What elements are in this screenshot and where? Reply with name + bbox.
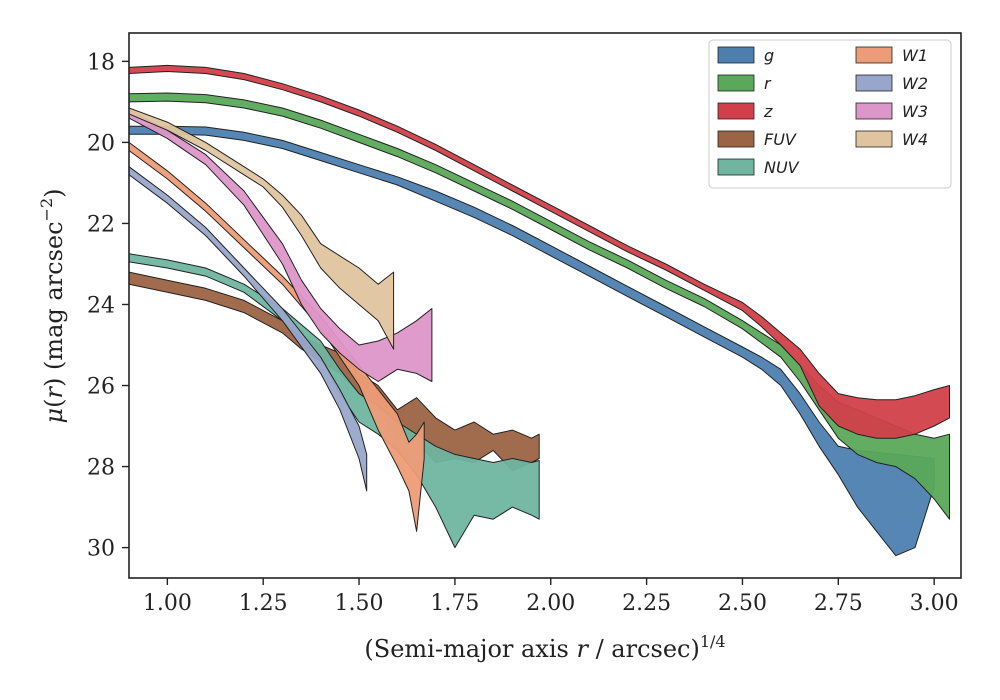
legend-label-r: r bbox=[764, 74, 772, 93]
legend-label-w1: W1 bbox=[902, 46, 928, 65]
x-tick-label: 1.25 bbox=[239, 591, 288, 616]
band-r bbox=[129, 92, 950, 520]
legend-swatch-w3 bbox=[855, 102, 893, 120]
bands-group bbox=[129, 64, 950, 557]
legend: grz FUV NUV W1 W2 W3 W4 bbox=[708, 39, 952, 189]
x-tick-label: 1.00 bbox=[143, 591, 192, 616]
x-tick-label: 2.25 bbox=[622, 591, 671, 616]
y-tick-label: 26 bbox=[87, 375, 115, 400]
legend-swatch-w2 bbox=[855, 74, 893, 92]
y-tick-label: 28 bbox=[87, 456, 115, 481]
x-axis-label: (Semi-major axis r / arcsec)1/4 bbox=[364, 632, 725, 663]
y-tick-label: 20 bbox=[87, 131, 115, 156]
legend-label-w3: W3 bbox=[902, 102, 928, 121]
legend-swatch-g bbox=[717, 46, 755, 64]
x-tick-label: 3.00 bbox=[910, 591, 959, 616]
x-tick-label: 2.00 bbox=[526, 591, 575, 616]
y-tick-label: 30 bbox=[87, 537, 115, 562]
x-axis-ticks: 1.00 1.25 1.50 1.75 2.00 2.25 2.50 2.75 3.00 bbox=[143, 578, 959, 616]
legend-label-z: z bbox=[763, 102, 773, 121]
legend-label-w4: W4 bbox=[902, 130, 928, 149]
band-w2 bbox=[129, 166, 368, 492]
legend-label-nuv: NUV bbox=[764, 158, 800, 177]
x-tick-label: 1.75 bbox=[430, 591, 479, 616]
legend-label-w2: W2 bbox=[902, 74, 928, 93]
band-w3 bbox=[129, 109, 433, 382]
y-tick-label: 24 bbox=[87, 293, 115, 318]
legend-swatch-w4 bbox=[855, 130, 893, 148]
x-tick-label: 1.50 bbox=[335, 591, 384, 616]
x-tick-label: 2.50 bbox=[718, 591, 767, 616]
y-axis-ticks: 18 20 22 24 26 28 30 bbox=[87, 50, 129, 562]
y-tick-label: 22 bbox=[87, 212, 115, 237]
legend-swatch-w1 bbox=[855, 46, 893, 64]
legend-label-fuv: FUV bbox=[764, 130, 797, 149]
legend-swatch-fuv bbox=[717, 130, 755, 148]
legend-swatch-r bbox=[717, 74, 755, 92]
plot-frame bbox=[128, 32, 962, 579]
legend-swatch-z bbox=[717, 102, 755, 120]
legend-swatch-nuv bbox=[717, 158, 755, 176]
y-tick-label: 18 bbox=[87, 50, 115, 75]
x-tick-label: 2.75 bbox=[814, 591, 863, 616]
band-z bbox=[129, 64, 950, 439]
band-w4 bbox=[129, 107, 395, 350]
legend-label-g: g bbox=[764, 46, 774, 65]
y-axis-label: μ(r) (mag arcsec−2) bbox=[37, 188, 68, 423]
